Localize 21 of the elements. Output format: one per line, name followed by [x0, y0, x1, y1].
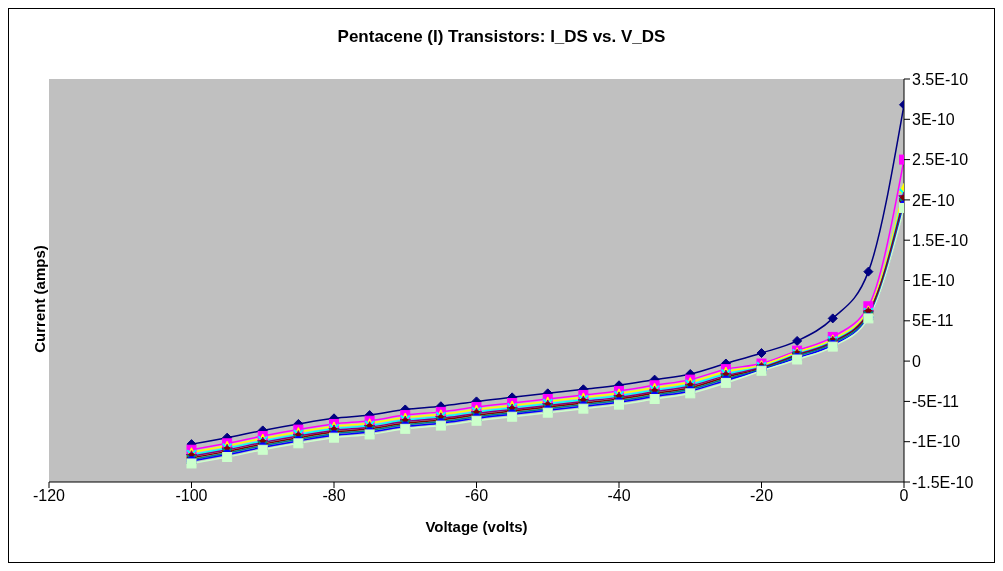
chart-title: Pentacene (I) Transistors: I_DS vs. V_DS: [336, 27, 667, 47]
x-tick-label: -100: [175, 487, 208, 505]
x-tick-label: -20: [749, 487, 774, 505]
y-axis-title: Current (amps): [30, 245, 48, 353]
x-axis-title: Voltage (volts): [425, 518, 528, 535]
y-tick-label: 0: [912, 352, 921, 370]
y-tick-label: -1.5E-10: [912, 473, 974, 491]
y-tick-label: 2.5E-10: [912, 151, 969, 169]
y-tick-label: 1.5E-10: [912, 231, 969, 249]
y-tick-label: -1E-10: [912, 433, 961, 451]
x-tick-label: 0: [899, 487, 909, 505]
y-tick-label: 5E-11: [912, 312, 954, 330]
x-tick-label: -80: [322, 487, 346, 505]
x-tick-label: -40: [607, 487, 631, 505]
y-tick-label: 2E-10: [912, 191, 955, 209]
y-tick-label: 3E-10: [912, 110, 955, 128]
y-tick-label: 1E-10: [912, 272, 955, 290]
y-tick-label: 3.5E-10: [912, 70, 969, 88]
y-tick-label: -5E-11: [912, 393, 959, 411]
x-tick-label: -60: [464, 487, 489, 505]
x-tick-label: -120: [32, 487, 66, 505]
